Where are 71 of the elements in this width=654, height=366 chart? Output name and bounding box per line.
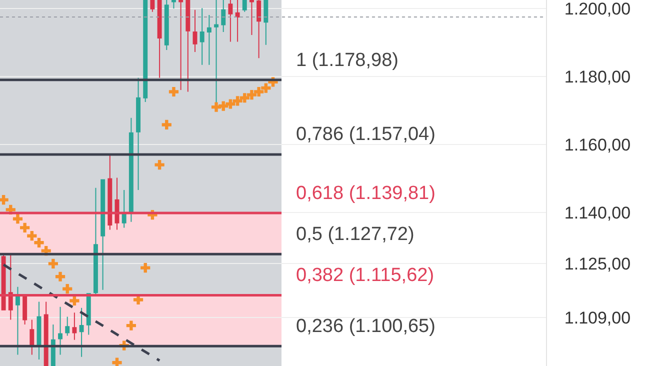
point <box>112 358 122 366</box>
candlestick <box>143 0 148 102</box>
point <box>254 86 264 97</box>
point <box>20 222 30 232</box>
ref-line-label: 0,5 (1.127,72) <box>296 224 414 245</box>
candlestick <box>22 295 28 326</box>
point <box>0 195 8 205</box>
candlestick <box>164 0 169 50</box>
point <box>240 93 250 103</box>
point <box>48 258 58 269</box>
candlestick <box>264 0 268 46</box>
candlestick <box>192 9 198 52</box>
candlestick <box>221 0 226 32</box>
candlestick <box>136 77 141 190</box>
candlestick <box>50 324 56 366</box>
candlestick <box>157 0 162 78</box>
candlestick <box>100 179 106 290</box>
point <box>140 262 150 273</box>
point <box>232 96 242 106</box>
candlestick <box>242 0 247 12</box>
candlestick <box>1 254 6 310</box>
point <box>62 284 72 294</box>
ref-line-label: 0,236 (1.100,65) <box>296 316 436 337</box>
ref-line-label: 0,382 (1.115,62) <box>296 265 434 286</box>
candlestick <box>186 0 190 92</box>
point <box>246 90 257 100</box>
candlestick <box>256 0 262 59</box>
candlestick <box>200 8 204 66</box>
point <box>34 238 44 248</box>
point <box>12 214 23 224</box>
y-tick-label: 1.109,00 <box>564 308 631 328</box>
point <box>168 86 179 97</box>
y-tick-label: 1.200,00 <box>564 0 631 18</box>
candlestick <box>108 154 112 230</box>
y-tick-label: 1.140,00 <box>564 203 631 222</box>
candlestick <box>206 14 212 66</box>
y-tick-label: 1.125,00 <box>564 254 631 274</box>
candlestick <box>8 254 13 320</box>
point <box>218 101 228 111</box>
candlestick <box>36 301 42 360</box>
ref-line-label: 0,786 (1.157,04) <box>296 124 436 145</box>
candlestick <box>15 286 20 356</box>
point <box>55 272 66 282</box>
point <box>211 102 222 112</box>
candlestick <box>44 301 48 366</box>
candlestick <box>58 306 63 356</box>
y-tick-label: 1.160,00 <box>564 135 631 154</box>
candlestick <box>65 316 70 336</box>
candlestick <box>30 319 34 356</box>
point <box>126 320 136 330</box>
point <box>162 120 172 130</box>
candlestick <box>72 312 77 340</box>
point <box>154 160 164 170</box>
candlestick <box>150 0 155 12</box>
point <box>70 296 80 306</box>
candlestick <box>114 177 120 230</box>
point <box>27 231 37 241</box>
candlestick <box>171 0 176 9</box>
candlestick <box>79 307 84 358</box>
y-tick-label: 1.180,00 <box>564 67 631 86</box>
candlestick <box>249 0 254 36</box>
candlestick <box>122 189 126 228</box>
point <box>226 99 236 109</box>
ref-line-label: 1 (1.178,98) <box>296 50 398 71</box>
candlestick <box>93 187 98 296</box>
candlestick <box>178 0 184 91</box>
point <box>261 83 271 93</box>
ref-line-label: 0,618 (1.139,81) <box>296 183 436 204</box>
candlestick <box>228 0 233 42</box>
candlestick <box>128 117 134 222</box>
candlestick <box>235 0 240 42</box>
